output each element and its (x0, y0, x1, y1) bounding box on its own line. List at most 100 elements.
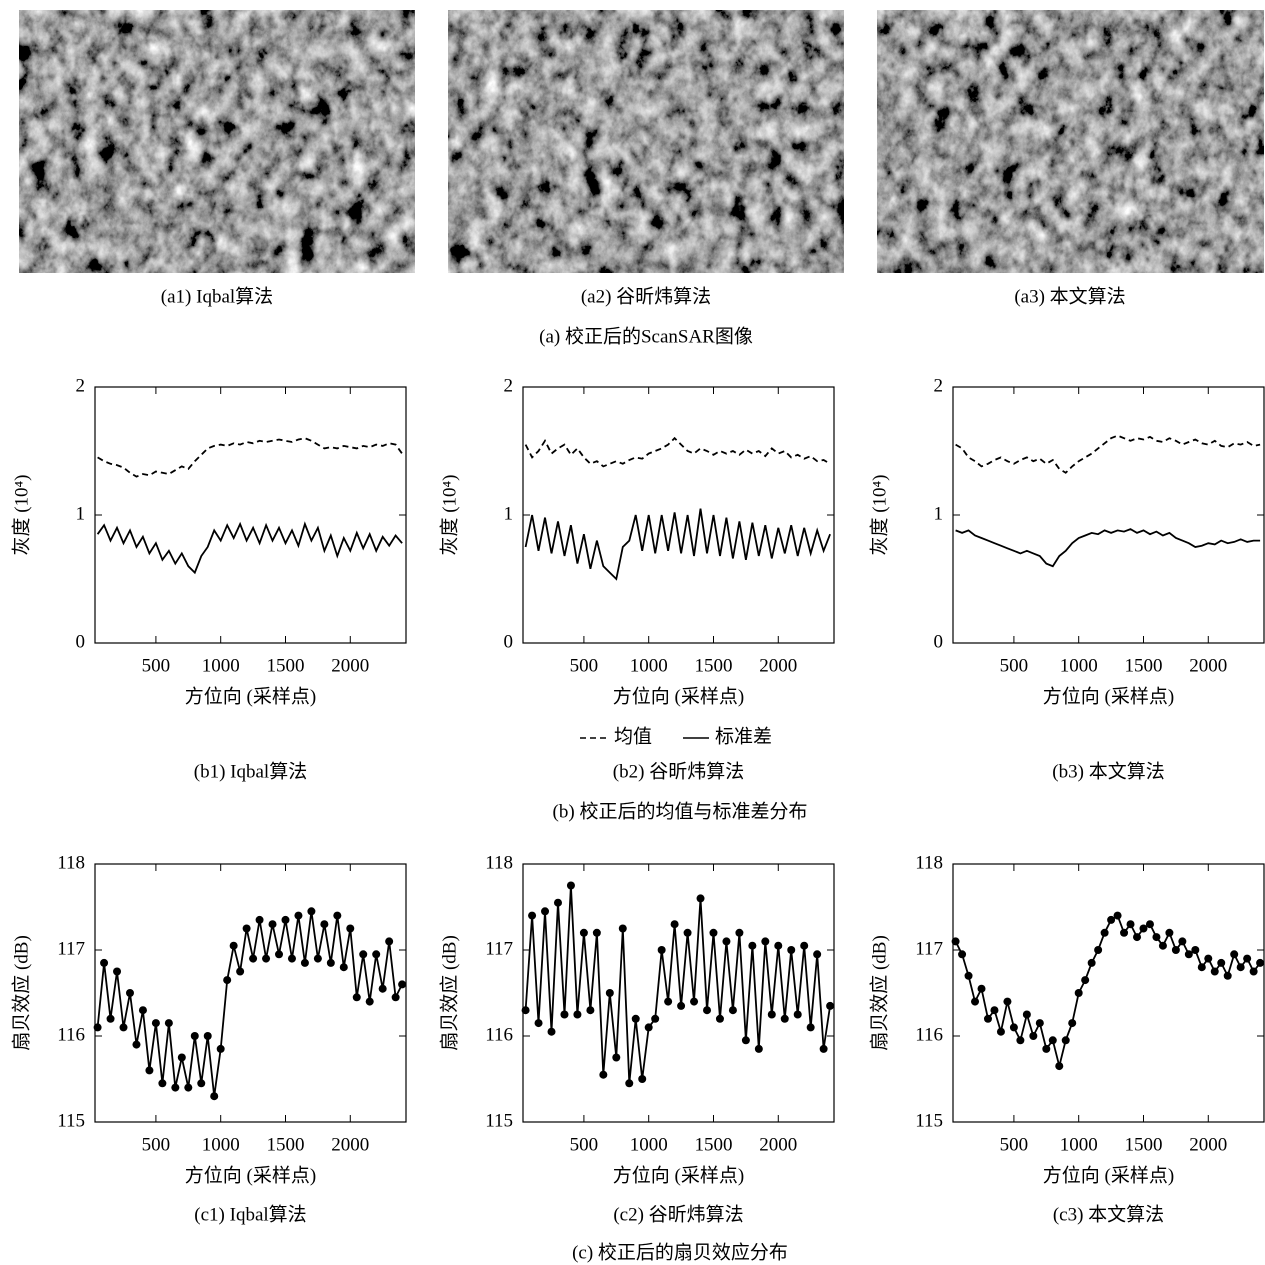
marker (573, 1010, 582, 1019)
marker (657, 946, 666, 954)
marker (964, 971, 973, 980)
marker (385, 937, 394, 946)
chart-caption: (c2) 谷昕炜算法 (613, 1203, 743, 1225)
chart-caption: (b1) Iqbal算法 (194, 760, 307, 782)
image-caption: (a2) 谷昕炜算法 (581, 285, 711, 307)
marker (793, 1010, 802, 1019)
marker (664, 997, 673, 1006)
series-line (524, 436, 831, 468)
marker (683, 928, 692, 937)
x-tick-label: 2000 (331, 1134, 369, 1155)
x-tick-label: 500 (570, 655, 599, 676)
series-line (954, 914, 1261, 1067)
marker (1230, 950, 1239, 959)
marker (1042, 1044, 1051, 1053)
marker (703, 1006, 712, 1015)
marker (372, 950, 381, 959)
marker (1107, 915, 1116, 924)
x-tick-label: 1500 (694, 1134, 732, 1155)
marker (158, 1079, 167, 1088)
marker (287, 954, 296, 963)
marker (113, 967, 122, 976)
marker (398, 980, 407, 989)
marker (534, 1019, 543, 1028)
x-tick-label: 500 (570, 1134, 599, 1155)
marker (1068, 1019, 1077, 1028)
marker (151, 1019, 160, 1028)
marker (242, 924, 251, 933)
x-tick-label: 2000 (1189, 1134, 1227, 1155)
x-axis-label: 方位向 (采样点) (613, 685, 744, 707)
image-caption: (a1) Iqbal算法 (161, 285, 273, 307)
marker (223, 976, 232, 985)
marker (618, 924, 627, 933)
marker (352, 993, 361, 1002)
marker (145, 1066, 154, 1075)
marker (1061, 1036, 1070, 1045)
marker (1236, 963, 1245, 972)
chart-caption: (b2) 谷昕炜算法 (613, 760, 744, 782)
marker (1158, 941, 1167, 950)
y-tick-label: 118 (915, 852, 943, 873)
x-tick-label: 1000 (1060, 1134, 1098, 1155)
marker (268, 920, 277, 929)
y-tick-label: 118 (485, 852, 513, 873)
marker (715, 1014, 724, 1023)
marker (106, 1014, 115, 1023)
marker (1184, 950, 1193, 959)
x-tick-label: 1000 (630, 655, 668, 676)
marker (977, 984, 986, 993)
plot-frame (522, 863, 835, 1123)
marker (391, 993, 400, 1002)
marker (579, 928, 588, 937)
marker (313, 954, 322, 963)
series-line (955, 528, 1261, 568)
chart-caption: (c1) Iqbal算法 (194, 1203, 306, 1225)
marker (1048, 1036, 1057, 1045)
x-tick-label: 1500 (1124, 655, 1162, 676)
legend-label: 均值 (614, 725, 652, 747)
marker (625, 1079, 634, 1088)
marker (1055, 1062, 1064, 1071)
marker (638, 1075, 647, 1083)
marker (566, 881, 575, 890)
marker (586, 1006, 595, 1015)
marker (1087, 958, 1096, 967)
series-line (97, 437, 403, 478)
marker (521, 1006, 530, 1015)
marker (806, 1023, 815, 1032)
marker (670, 920, 679, 929)
marker (1094, 946, 1103, 954)
marker (631, 1014, 640, 1023)
marker (1243, 954, 1252, 963)
x-axis-label: 方位向 (采样点) (185, 1164, 316, 1186)
marker (365, 997, 374, 1006)
marker (735, 928, 744, 937)
marker (560, 1010, 569, 1019)
y-tick-label: 117 (485, 938, 513, 959)
y-tick-label: 116 (915, 1024, 943, 1045)
marker (1120, 928, 1129, 937)
x-tick-label: 1500 (1124, 1134, 1162, 1155)
y-tick-label: 2 (76, 375, 86, 396)
y-axis-label: 扇贝效应 (dB) (438, 935, 460, 1051)
marker (819, 1044, 828, 1053)
marker (826, 1001, 835, 1010)
marker (294, 911, 303, 920)
marker (754, 1044, 763, 1053)
plot-frame (952, 863, 1265, 1123)
marker (1178, 937, 1187, 946)
group-caption: (a) 校正后的ScanSAR图像 (539, 325, 753, 347)
sar-texture (19, 10, 415, 273)
y-tick-label: 1 (76, 503, 86, 524)
marker (1113, 911, 1122, 920)
plot-frame (94, 863, 407, 1123)
y-tick-label: 115 (915, 1110, 943, 1131)
marker (528, 911, 537, 920)
marker (592, 928, 601, 937)
marker (761, 937, 770, 946)
y-axis-label: 灰度 (10⁴) (438, 474, 460, 555)
marker (1126, 920, 1135, 929)
x-tick-label: 1000 (1060, 655, 1098, 676)
